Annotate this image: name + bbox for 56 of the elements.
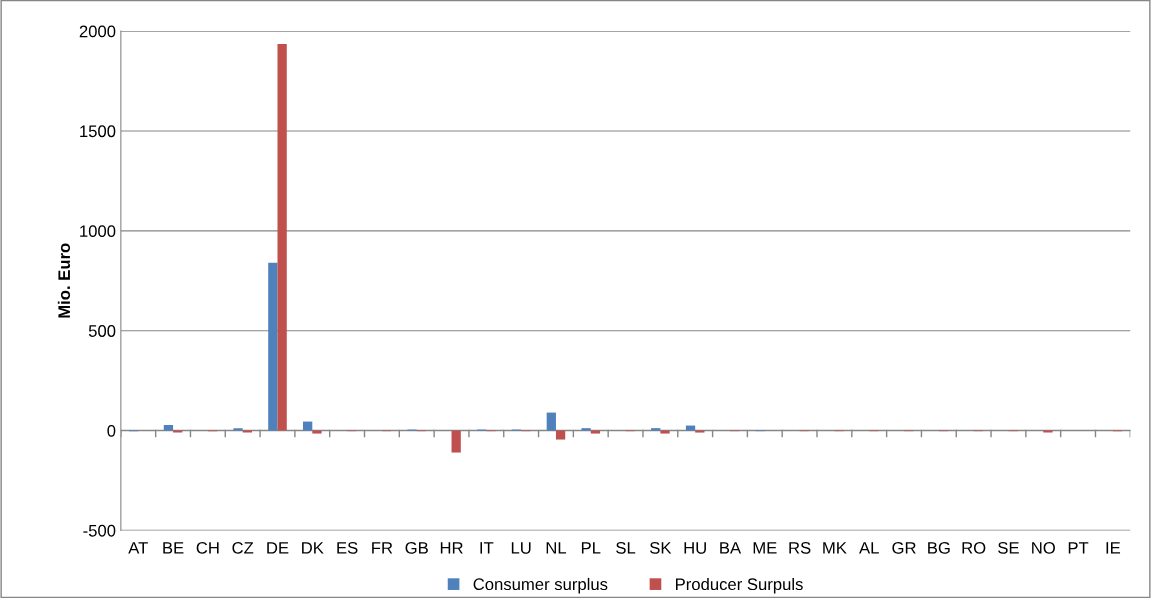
y-tick-label: 1000 — [80, 225, 116, 238]
y-axis-title: Mio. Euro — [57, 243, 71, 318]
x-tick-label: IE — [1106, 542, 1121, 554]
x-tick-label: CH — [196, 541, 219, 554]
bar — [685, 425, 696, 431]
bar — [695, 430, 705, 433]
bar — [581, 428, 591, 431]
x-tick-label: GR — [892, 541, 916, 554]
x-tick-label: SE — [998, 541, 1019, 554]
x-tick-label: BA — [720, 542, 742, 554]
x-tick-label: AT — [128, 542, 148, 554]
y-tick-label: 1500 — [80, 125, 116, 138]
x-tick-label: AL — [859, 542, 879, 554]
x-tick-label: DE — [267, 542, 289, 554]
legend-label: Producer Surpuls — [676, 577, 803, 594]
bar — [651, 428, 661, 431]
bar — [303, 421, 313, 431]
x-tick-label: RS — [789, 541, 811, 554]
legend-label: Consumer surplus — [473, 577, 608, 594]
bar — [233, 428, 243, 431]
x-tick-label: CZ — [232, 541, 254, 554]
y-tick-label: 0 — [107, 424, 116, 437]
x-tick-label: BE — [163, 542, 184, 554]
x-tick-label: NL — [546, 542, 567, 554]
y-tick-label: 2000 — [79, 25, 116, 38]
x-tick-label: RO — [962, 541, 986, 554]
x-tick-label: DK — [302, 542, 324, 554]
x-tick-label: SK — [650, 541, 672, 554]
x-tick-label: SL — [616, 541, 636, 554]
bar — [546, 412, 556, 431]
x-tick-label: IT — [480, 542, 494, 554]
bar — [163, 424, 174, 431]
bar — [242, 430, 252, 433]
bar — [173, 430, 183, 433]
x-tick-label: HU — [684, 542, 706, 554]
x-tick-label: BG — [928, 541, 950, 554]
x-tick-label: HR — [440, 542, 463, 554]
y-tick-label: 500 — [88, 325, 116, 337]
bar — [555, 430, 566, 440]
bar — [1043, 430, 1053, 433]
bar — [312, 430, 322, 434]
bar — [660, 430, 670, 434]
x-tick-label: MK — [823, 542, 847, 554]
x-tick-label: GB — [405, 541, 428, 554]
bar — [268, 262, 278, 431]
x-tick-label: ES — [337, 541, 358, 554]
x-tick-label: FR — [372, 542, 393, 554]
x-tick-label: PT — [1068, 542, 1089, 554]
bar — [277, 44, 287, 431]
x-tick-label: ME — [753, 542, 777, 554]
x-tick-label: LU — [511, 542, 531, 554]
bar — [451, 430, 461, 453]
bar — [590, 430, 601, 434]
y-tick-label: -500 — [83, 524, 116, 537]
x-tick-label: NO — [1032, 541, 1055, 554]
x-tick-label: PL — [581, 542, 601, 554]
